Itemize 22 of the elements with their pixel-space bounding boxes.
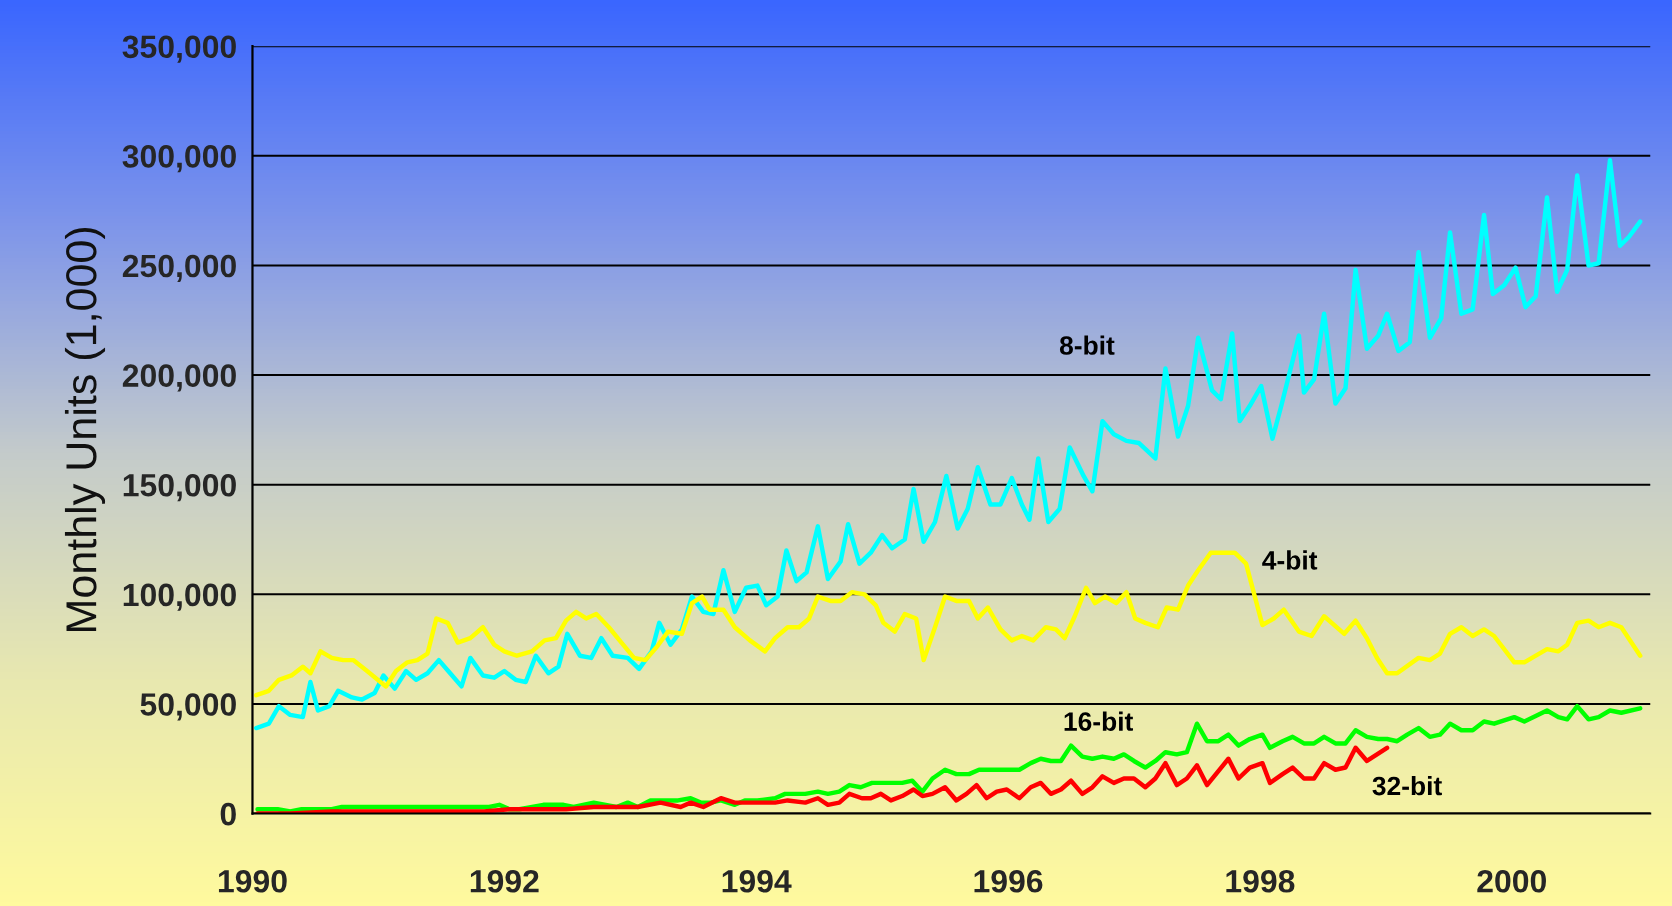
y-tick-label: 350,000 <box>122 35 236 63</box>
line-series <box>255 703 1643 814</box>
y-tick-label: 200,000 <box>122 364 236 392</box>
line-series <box>254 158 1643 731</box>
x-tick-label: 1994 <box>722 869 792 893</box>
series-label: 32-bit <box>1372 775 1442 796</box>
y-tick-label: 100,000 <box>123 583 236 611</box>
y-tick-label: 250,000 <box>122 254 236 282</box>
x-tick-label: 1992 <box>470 869 539 893</box>
y-tick-label: 150,000 <box>123 473 236 502</box>
series-label: 4-bit <box>1262 550 1318 570</box>
x-tick-label: 1998 <box>1226 869 1295 893</box>
x-tick-label: 2000 <box>1477 869 1546 893</box>
y-axis-title: Monthly Units (1,000) <box>64 227 106 631</box>
x-tick-label: 1990 <box>218 869 287 893</box>
y-tick-label: 50,000 <box>140 693 236 721</box>
series-label: 16-bit <box>1064 711 1134 731</box>
y-tick-label: 300,000 <box>122 145 236 173</box>
line-series <box>254 550 1643 698</box>
series-label: 8-bit <box>1059 335 1115 355</box>
y-tick-label: 0 <box>220 802 236 826</box>
x-tick-label: 1996 <box>974 869 1043 893</box>
